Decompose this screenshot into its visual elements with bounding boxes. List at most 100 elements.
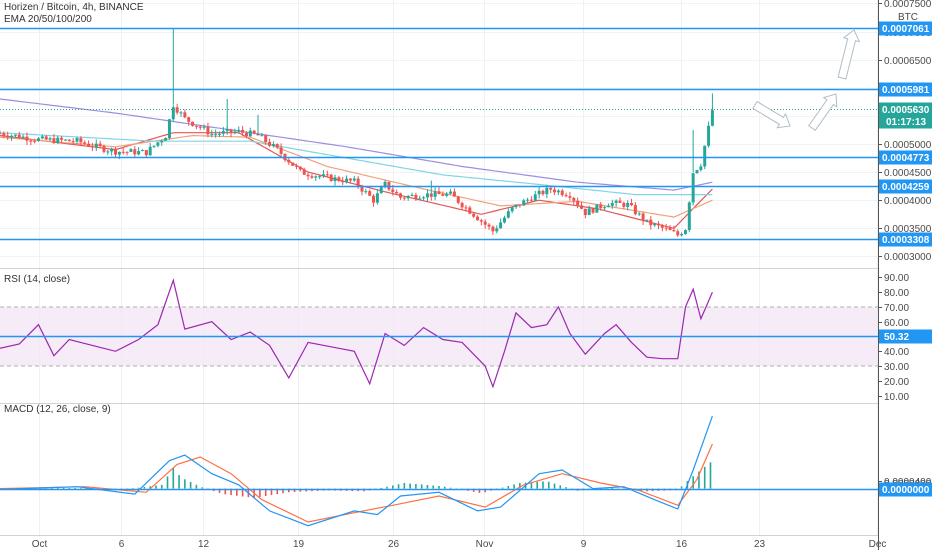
macd-histogram-bar — [166, 476, 169, 489]
macd-histogram-bar — [692, 476, 694, 489]
macd-histogram-bar — [530, 482, 533, 489]
macd-histogram-bar — [155, 485, 157, 489]
candle-body — [422, 197, 426, 199]
candle-body — [464, 207, 468, 209]
candle-body — [191, 121, 195, 126]
macd-histogram-bar — [611, 488, 614, 489]
candle-body — [472, 213, 476, 217]
candle-body — [499, 222, 503, 229]
macd-histogram-bar — [218, 488, 221, 493]
candle-body — [117, 151, 121, 155]
candle-body — [633, 205, 637, 215]
macd-histogram-bar — [507, 486, 510, 489]
macd-histogram-bar — [536, 481, 538, 489]
macd-histogram-bar — [189, 482, 192, 489]
candle-body — [10, 135, 14, 138]
candle-body — [183, 112, 187, 118]
y-tick-label: 40.00 — [884, 347, 909, 358]
level-tag-label: 0.0005981 — [882, 85, 930, 96]
candle-body — [44, 136, 48, 140]
macd-zero-label: 0.0000000 — [882, 485, 930, 496]
candle-body — [306, 174, 310, 177]
level-tag — [879, 82, 932, 97]
ema-line — [0, 132, 713, 229]
candle-body — [210, 133, 214, 135]
candle-body — [583, 208, 587, 216]
last-price-tag — [879, 102, 932, 129]
y-tick-label: 10.00 — [884, 392, 909, 403]
macd-title: MACD (12, 26, close, 9) — [4, 404, 111, 415]
candle-body — [60, 137, 64, 140]
candle-body — [318, 176, 322, 178]
macd-histogram-bar — [426, 485, 429, 489]
chart-title: Horizen / Bitcoin, 4h, BINANCE — [4, 2, 144, 13]
macd-histogram-bar — [201, 487, 203, 489]
x-tick-label: 26 — [388, 539, 400, 550]
macd-histogram-bar — [513, 484, 515, 489]
candle-body — [260, 135, 264, 137]
candle-body — [125, 151, 129, 153]
macd-histogram-bar — [403, 483, 406, 489]
candle-body — [452, 191, 456, 197]
candle-body — [564, 195, 568, 197]
macd-histogram-bar — [386, 486, 388, 489]
macd-histogram-bar — [236, 488, 238, 496]
candle-body — [310, 176, 314, 178]
candle-body — [90, 146, 94, 148]
ema-line — [0, 134, 713, 218]
candle-body — [526, 199, 530, 201]
candle-body — [606, 205, 610, 208]
candle-body — [352, 178, 356, 181]
candle-body — [102, 146, 106, 152]
macd-histogram-bar — [264, 488, 267, 496]
macd-histogram-bar — [56, 487, 59, 489]
macd-zero-tag — [879, 482, 932, 497]
candle-body — [668, 227, 672, 231]
candle-body — [110, 148, 114, 152]
macd-histogram-bar — [282, 488, 284, 494]
candle-body — [121, 151, 125, 153]
axis-unit: BTC — [898, 12, 918, 23]
candle-body — [202, 126, 206, 128]
candle-body — [325, 174, 329, 176]
candle-body — [710, 110, 714, 126]
rsi-pane — [0, 278, 878, 389]
candle-body — [518, 204, 522, 206]
candle-body — [537, 190, 541, 195]
arrow-shape — [808, 93, 838, 132]
candle-body — [637, 213, 641, 215]
candle-body — [321, 174, 325, 177]
macd-histogram-bar — [62, 487, 65, 489]
macd-histogram-bar — [559, 485, 562, 489]
candle-body — [171, 107, 175, 120]
y-tick-label: 70.00 — [884, 303, 909, 314]
macd-histogram-bar — [51, 487, 53, 489]
candle-body — [229, 129, 233, 133]
macd-histogram-bar — [293, 488, 296, 493]
rsi-title: RSI (14, close) — [4, 274, 70, 285]
candle-body — [63, 139, 67, 141]
candle-body — [437, 191, 441, 195]
candle-body — [287, 159, 291, 163]
candle-body — [549, 187, 553, 190]
candle-body — [576, 200, 580, 206]
candle-body — [468, 207, 472, 214]
candle-body — [587, 208, 591, 216]
arrow-icon — [808, 93, 838, 132]
macd-histogram-bar — [420, 484, 423, 489]
candle-body — [167, 119, 171, 139]
macd-histogram-bar — [478, 488, 481, 493]
macd-histogram-bar — [172, 468, 175, 489]
candle-body — [699, 166, 703, 171]
macd-histogram-bar — [74, 488, 76, 489]
candle-body — [622, 202, 626, 207]
candle-body — [379, 187, 383, 194]
y-tick-label: 90.00 — [884, 273, 909, 284]
level-tag-label: 0.0004259 — [882, 182, 930, 193]
macd-histogram-bar — [224, 488, 227, 495]
candle-body — [298, 166, 302, 170]
candle-body — [657, 223, 660, 226]
y-tick-label: 0.0003000 — [884, 252, 932, 263]
y-tick-label: 30.00 — [884, 362, 909, 373]
